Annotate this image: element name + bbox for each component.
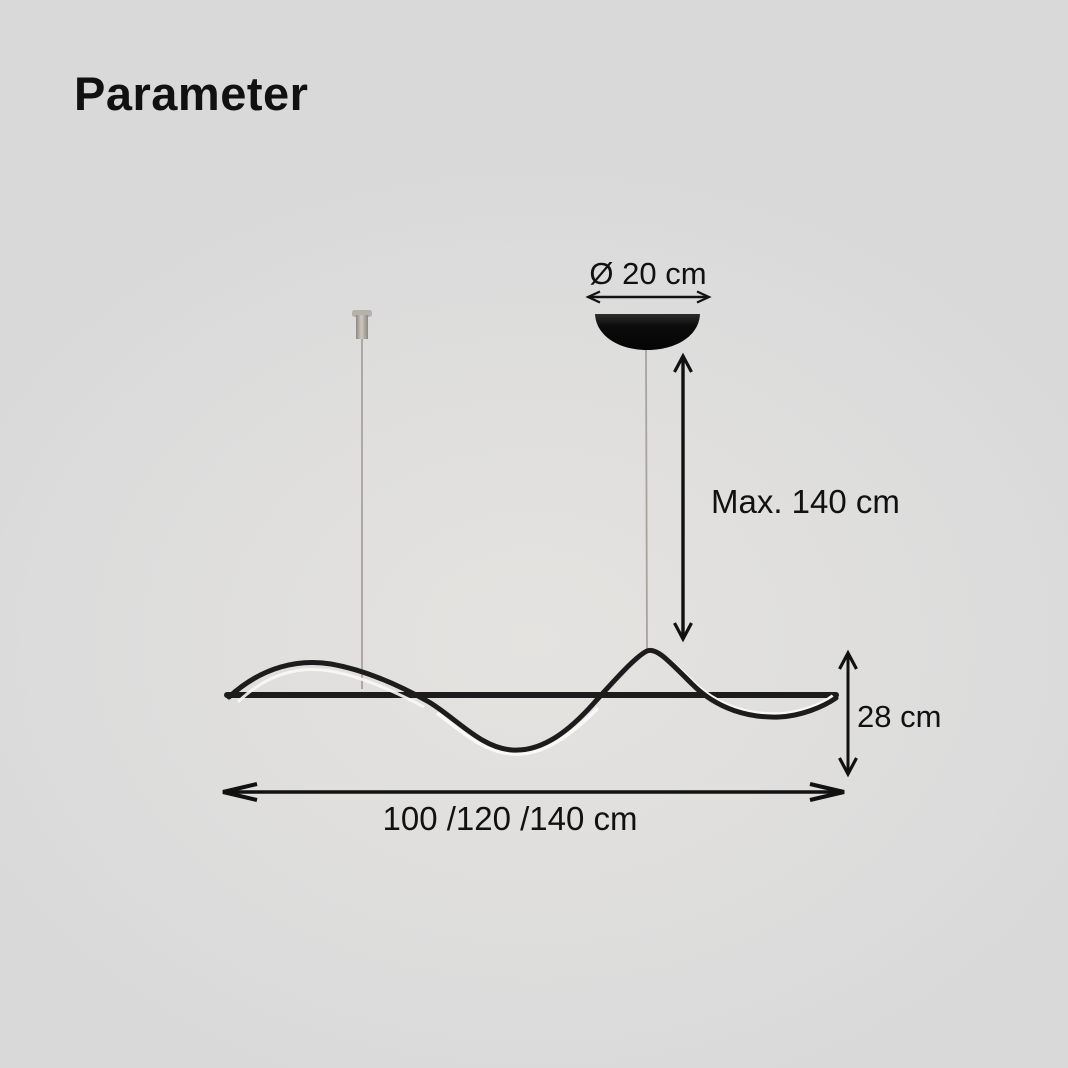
canopy-diameter-label: Ø 20 cm <box>589 256 707 291</box>
left-wire-fitting-stem <box>356 315 368 339</box>
ribbon-highlight-right <box>654 648 835 716</box>
ceiling-canopy <box>595 314 700 350</box>
wave-ribbon <box>226 647 839 753</box>
page-title: Parameter <box>74 67 309 120</box>
ribbon-highlight-trough <box>435 706 600 756</box>
fixture-height-label: 28 cm <box>857 699 942 734</box>
bar-length-label: 100 /120 /140 cm <box>382 800 638 837</box>
ribbon-highlight-left <box>236 668 425 709</box>
max-drop-label: Max. 140 cm <box>711 483 900 520</box>
right-suspension-cord <box>645 349 648 651</box>
